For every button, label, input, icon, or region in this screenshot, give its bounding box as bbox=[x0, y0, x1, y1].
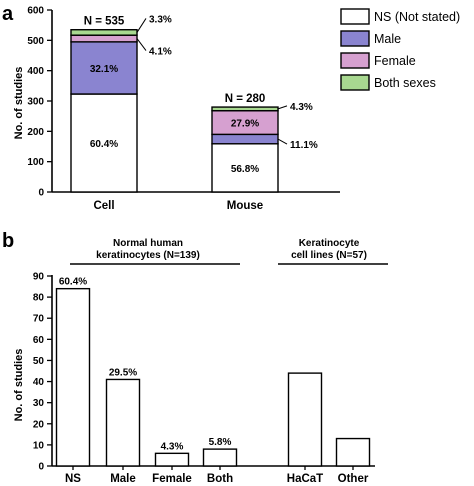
panel-a-y-ticks: 0 100 200 300 400 500 600 bbox=[27, 6, 52, 199]
x-category-label-other: Other bbox=[338, 473, 369, 485]
legend-swatch-ns-not-stated bbox=[340, 8, 370, 25]
panel-b-y-tick-label: 30 bbox=[33, 398, 45, 409]
panel-b-y-tick-label: 80 bbox=[33, 293, 45, 304]
panel-b-letter: b bbox=[2, 230, 14, 252]
x-category-label-mouse: Mouse bbox=[227, 200, 263, 212]
bar-both bbox=[202, 448, 238, 467]
data-label-cell-male: 32.1% bbox=[90, 64, 118, 75]
panel-a-y-tick-label: 600 bbox=[27, 6, 44, 17]
data-label-male: 29.5% bbox=[109, 367, 137, 378]
bar-segment-cell-female bbox=[70, 34, 138, 43]
panel-b-y-tick-label: 90 bbox=[33, 272, 45, 283]
panel-b-y-tick-label: 50 bbox=[33, 356, 45, 367]
legend-swatch-both-sexes bbox=[340, 74, 370, 91]
group-label-lines-line2: cell lines (N=57) bbox=[291, 250, 367, 261]
data-label-mouse-both-sexes: 4.3% bbox=[290, 102, 313, 113]
panel-b-y-tick-label: 40 bbox=[33, 377, 45, 388]
bar-total-label-mouse: N = 280 bbox=[225, 93, 266, 105]
panel-a-legend: NS (Not stated) Male Female Both sexes bbox=[340, 8, 460, 91]
x-category-label-female: Female bbox=[152, 473, 192, 485]
panel-b-y-axis-label: No. of studies bbox=[13, 349, 25, 422]
panel-a-letter: a bbox=[2, 3, 14, 25]
x-category-label-cell: Cell bbox=[93, 200, 114, 212]
panel-a-y-tick-label: 300 bbox=[27, 97, 44, 108]
data-label-ns: 60.4% bbox=[59, 277, 87, 288]
data-label-mouse-male-pointer bbox=[277, 138, 288, 145]
x-category-label-ns: NS bbox=[65, 473, 81, 485]
data-label-mouse-male: 11.1% bbox=[290, 140, 318, 151]
data-label-mouse-ns-not-stated: 56.8% bbox=[231, 164, 259, 175]
x-category-label-hacat: HaCaT bbox=[287, 473, 323, 485]
group-label-lines-line1: Keratinocyte bbox=[299, 238, 360, 249]
bar-segment-cell-both-sexes bbox=[70, 29, 138, 36]
x-category-label-male: Male bbox=[110, 473, 136, 485]
panel-b-y-tick-label: 0 bbox=[38, 462, 44, 473]
bar-male bbox=[105, 378, 141, 467]
data-label-mouse-both-sexes-pointer bbox=[277, 105, 288, 110]
panel-b-y-tick-label: 60 bbox=[33, 335, 45, 346]
group-label-normal-line1: Normal human bbox=[113, 238, 183, 249]
data-label-cell-ns-not-stated: 60.4% bbox=[90, 139, 118, 150]
data-label-cell-female: 4.1% bbox=[149, 47, 172, 58]
legend-label-both-sexes: Both sexes bbox=[374, 76, 436, 90]
bar-segment-mouse-both-sexes bbox=[211, 106, 279, 112]
bar-total-label-cell: N = 535 bbox=[84, 16, 125, 28]
data-label-both: 5.8% bbox=[209, 437, 232, 448]
data-label-mouse-female: 27.9% bbox=[231, 119, 259, 130]
bar-segment-cell-male bbox=[70, 41, 138, 95]
legend-label-female: Female bbox=[374, 54, 416, 68]
panel-a-y-tick-label: 200 bbox=[27, 127, 44, 138]
group-label-normal-line2: keratinocytes (N=139) bbox=[96, 250, 200, 261]
legend-swatch-male bbox=[340, 30, 370, 47]
panel-b-y-tick-label: 70 bbox=[33, 314, 45, 325]
data-label-female: 4.3% bbox=[161, 441, 184, 452]
panel-b-y-ticks: 0 10 20 30 40 50 60 70 80 90 bbox=[33, 272, 52, 473]
panel-a-data-labels: N = 535 Cell 60.4% 32.1% 4.1% 3.3% N = 280 Mous… bbox=[84, 14, 318, 212]
panel-b-bars: 60.4% NS 29.5% Male 4.3% Female 5.8% Both HaCaT O… bbox=[55, 277, 371, 485]
panel-a-y-tick-label: 100 bbox=[27, 157, 44, 168]
data-label-cell-both-sexes-pointer bbox=[136, 18, 147, 33]
bar-ns bbox=[55, 287, 91, 467]
bar-segment-mouse-male bbox=[211, 133, 279, 145]
x-category-label-both: Both bbox=[207, 473, 233, 485]
bar-segment-cell-ns-not-stated bbox=[70, 93, 138, 193]
panel-b-y-tick-label: 10 bbox=[33, 440, 45, 451]
data-label-cell-both-sexes: 3.3% bbox=[149, 14, 172, 25]
bar-female bbox=[154, 452, 190, 467]
panel-a-y-axis-label: No. of studies bbox=[13, 67, 25, 140]
bar-other bbox=[335, 437, 371, 467]
panel-b-y-tick-label: 20 bbox=[33, 419, 45, 430]
bar-hacat bbox=[287, 372, 323, 467]
legend-label-ns-not-stated: NS (Not stated) bbox=[374, 10, 460, 24]
panel-a-y-tick-label: 0 bbox=[38, 188, 44, 199]
legend-label-male: Male bbox=[374, 32, 401, 46]
data-label-cell-female-pointer bbox=[136, 38, 147, 51]
legend-swatch-female bbox=[340, 52, 370, 69]
panel-a-bars bbox=[70, 29, 279, 193]
panel-a-y-tick-label: 400 bbox=[27, 66, 44, 77]
panel-a-y-tick-label: 500 bbox=[27, 36, 44, 47]
